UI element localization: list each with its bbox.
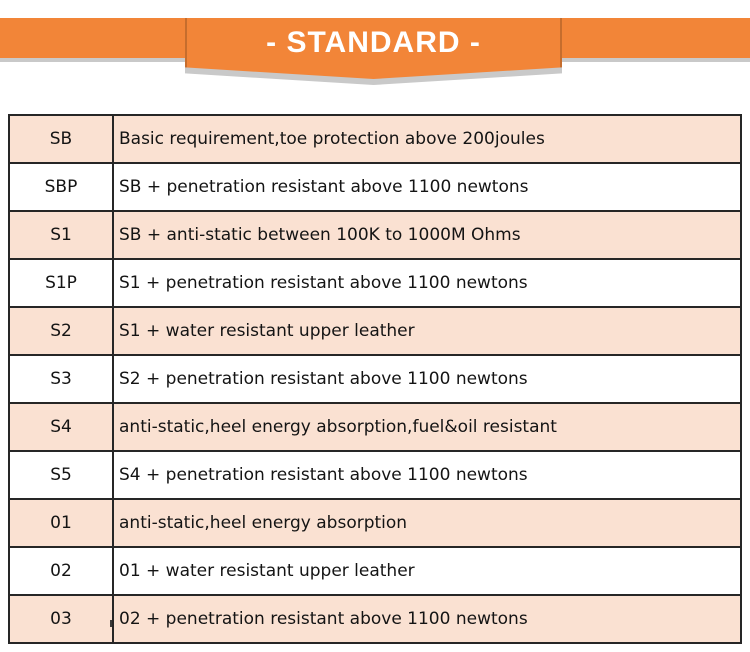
standard-code: 02: [8, 546, 114, 596]
table-row: S1P S1 + penetration resistant above 110…: [8, 258, 742, 308]
standard-code: S4: [8, 402, 114, 452]
standard-description: Basic requirement,toe protection above 2…: [112, 114, 742, 164]
standard-code: S1: [8, 210, 114, 260]
table-row: S1 SB + anti-static between 100K to 1000…: [8, 210, 742, 260]
table-row: SBP SB + penetration resistant above 110…: [8, 162, 742, 212]
table-row: 01 anti-static,heel energy absorption: [8, 498, 742, 548]
standard-description: S1 + water resistant upper leather: [112, 306, 742, 356]
standard-description: anti-static,heel energy absorption,fuel&…: [112, 402, 742, 452]
standard-code: 03: [8, 594, 114, 644]
standard-code: S2: [8, 306, 114, 356]
standards-table: SB Basic requirement,toe protection abov…: [8, 114, 742, 644]
table-row: SB Basic requirement,toe protection abov…: [8, 114, 742, 164]
page-title: - STANDARD -: [266, 26, 481, 59]
standard-description: SB + anti-static between 100K to 1000M O…: [112, 210, 742, 260]
table-row: S5 S4 + penetration resistant above 1100…: [8, 450, 742, 500]
standard-description: S1 + penetration resistant above 1100 ne…: [112, 258, 742, 308]
standard-description: anti-static,heel energy absorption: [112, 498, 742, 548]
standard-ribbon: - STANDARD -: [185, 18, 562, 79]
standard-description: 02 + penetration resistant above 1100 ne…: [112, 594, 742, 644]
table-row: S2 S1 + water resistant upper leather: [8, 306, 742, 356]
standard-code: S1P: [8, 258, 114, 308]
standard-code: S5: [8, 450, 114, 500]
standard-description: S2 + penetration resistant above 1100 ne…: [112, 354, 742, 404]
standard-code: SBP: [8, 162, 114, 212]
standard-description: S4 + penetration resistant above 1100 ne…: [112, 450, 742, 500]
standard-description: SB + penetration resistant above 1100 ne…: [112, 162, 742, 212]
standard-code: 01: [8, 498, 114, 548]
standard-code: S3: [8, 354, 114, 404]
table-row: 02 01 + water resistant upper leather: [8, 546, 742, 596]
table-row: S4 anti-static,heel energy absorption,fu…: [8, 402, 742, 452]
table-row: 03 02 + penetration resistant above 1100…: [8, 594, 742, 644]
table-row: S3 S2 + penetration resistant above 1100…: [8, 354, 742, 404]
standard-code: SB: [8, 114, 114, 164]
divider-artifact: [110, 620, 112, 627]
standard-description: 01 + water resistant upper leather: [112, 546, 742, 596]
